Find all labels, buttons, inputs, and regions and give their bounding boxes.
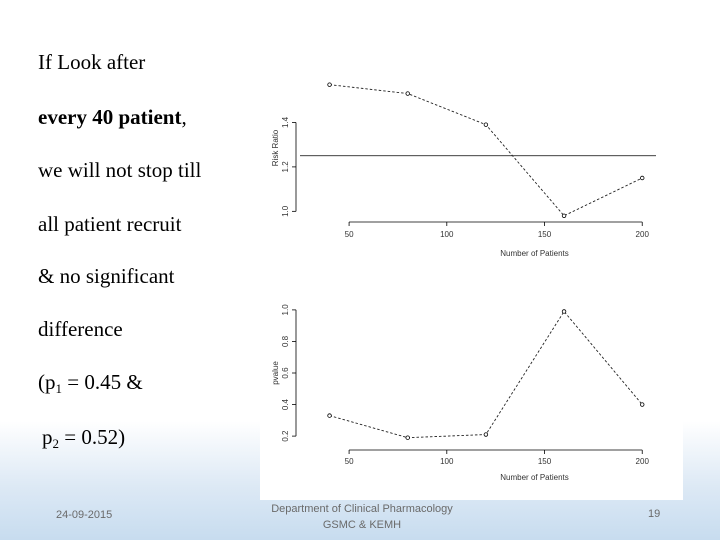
p2-suffix: = 0.52) — [59, 425, 126, 449]
data-point — [640, 175, 645, 181]
y-tick-label: 1.2 — [281, 161, 290, 173]
data-point — [327, 413, 332, 418]
chart-panel-2: 50 100 150 200 0.2 0.4 0.6 0.8 1.0 Number of Pati… — [271, 304, 649, 482]
footer-department-name: Department of Clinical Pharmacology — [271, 503, 453, 515]
bullet-line-3: we will not stop till — [38, 158, 202, 182]
bullet-line-5: & no significant — [38, 264, 175, 288]
x-tick-label: 200 — [636, 457, 650, 466]
bullet-line-p2: p2 = 0.52) — [42, 425, 125, 452]
x-tick-label: 50 — [345, 457, 354, 466]
chart-svg: 50 100 150 200 1.0 1.2 1.4 Number of Patients Ri… — [260, 82, 683, 482]
series-line — [329, 310, 643, 439]
p1-subscript: 1 — [55, 381, 63, 396]
y-tick-label: 0.4 — [281, 398, 290, 410]
bullet-line-6: difference — [38, 317, 123, 341]
footer-department: Department of Clinical Pharmacology GSMC… — [262, 501, 462, 533]
data-point — [405, 91, 410, 96]
x-tick-label: 100 — [440, 457, 454, 466]
data-point — [561, 309, 567, 314]
bullet-line-p1: (p1 = 0.45 & — [38, 370, 143, 397]
p2-subscript: 2 — [52, 436, 60, 451]
bullet-line-2: every 40 patient, — [38, 105, 187, 130]
x-tick-label: 50 — [345, 230, 354, 239]
footer-institution: GSMC & KEMH — [322, 519, 402, 531]
x-tick-label: 200 — [636, 230, 650, 239]
panel-gap — [260, 258, 683, 262]
data-point — [640, 402, 645, 407]
data-point — [327, 82, 332, 87]
data-point — [405, 435, 410, 440]
data-point — [561, 213, 567, 218]
x-tick-label: 100 — [440, 230, 454, 239]
footer-date: 24-09-2015 — [56, 509, 113, 521]
bullet-line-4: all patient recruit — [38, 212, 182, 236]
y-tick-label: 1.0 — [281, 205, 290, 217]
x-axis-label: Number of Patients — [500, 473, 568, 482]
page-number: 19 — [648, 508, 661, 520]
y-tick-label: 1.0 — [281, 304, 290, 316]
bullet-line-1: If Look after — [38, 50, 146, 74]
p1-prefix: (p — [38, 370, 56, 394]
y-tick-label: 1.4 — [281, 116, 290, 128]
x-axis-label: Number of Patients — [500, 249, 568, 258]
bullet-line-2-bold: every 40 patient — [38, 105, 182, 129]
chart-figure: 50 100 150 200 1.0 1.2 1.4 Number of Patients Ri… — [260, 32, 683, 500]
y-axis-label: pvalue — [271, 361, 280, 385]
bullet-line-2-tail: , — [181, 105, 187, 129]
x-tick-label: 150 — [538, 457, 552, 466]
data-point — [483, 432, 489, 437]
chart-panel-1: 50 100 150 200 1.0 1.2 1.4 Number of Patients Ri… — [271, 82, 656, 258]
y-tick-label: 0.2 — [281, 430, 290, 442]
data-point — [483, 122, 489, 127]
series-line — [329, 84, 643, 217]
x-tick-label: 150 — [538, 230, 552, 239]
y-axis-label: Risk Ratio — [271, 129, 280, 166]
y-tick-label: 0.6 — [281, 367, 290, 379]
y-tick-label: 0.8 — [281, 335, 290, 347]
p1-suffix: = 0.45 & — [62, 370, 143, 394]
p2-prefix: p — [42, 425, 53, 449]
